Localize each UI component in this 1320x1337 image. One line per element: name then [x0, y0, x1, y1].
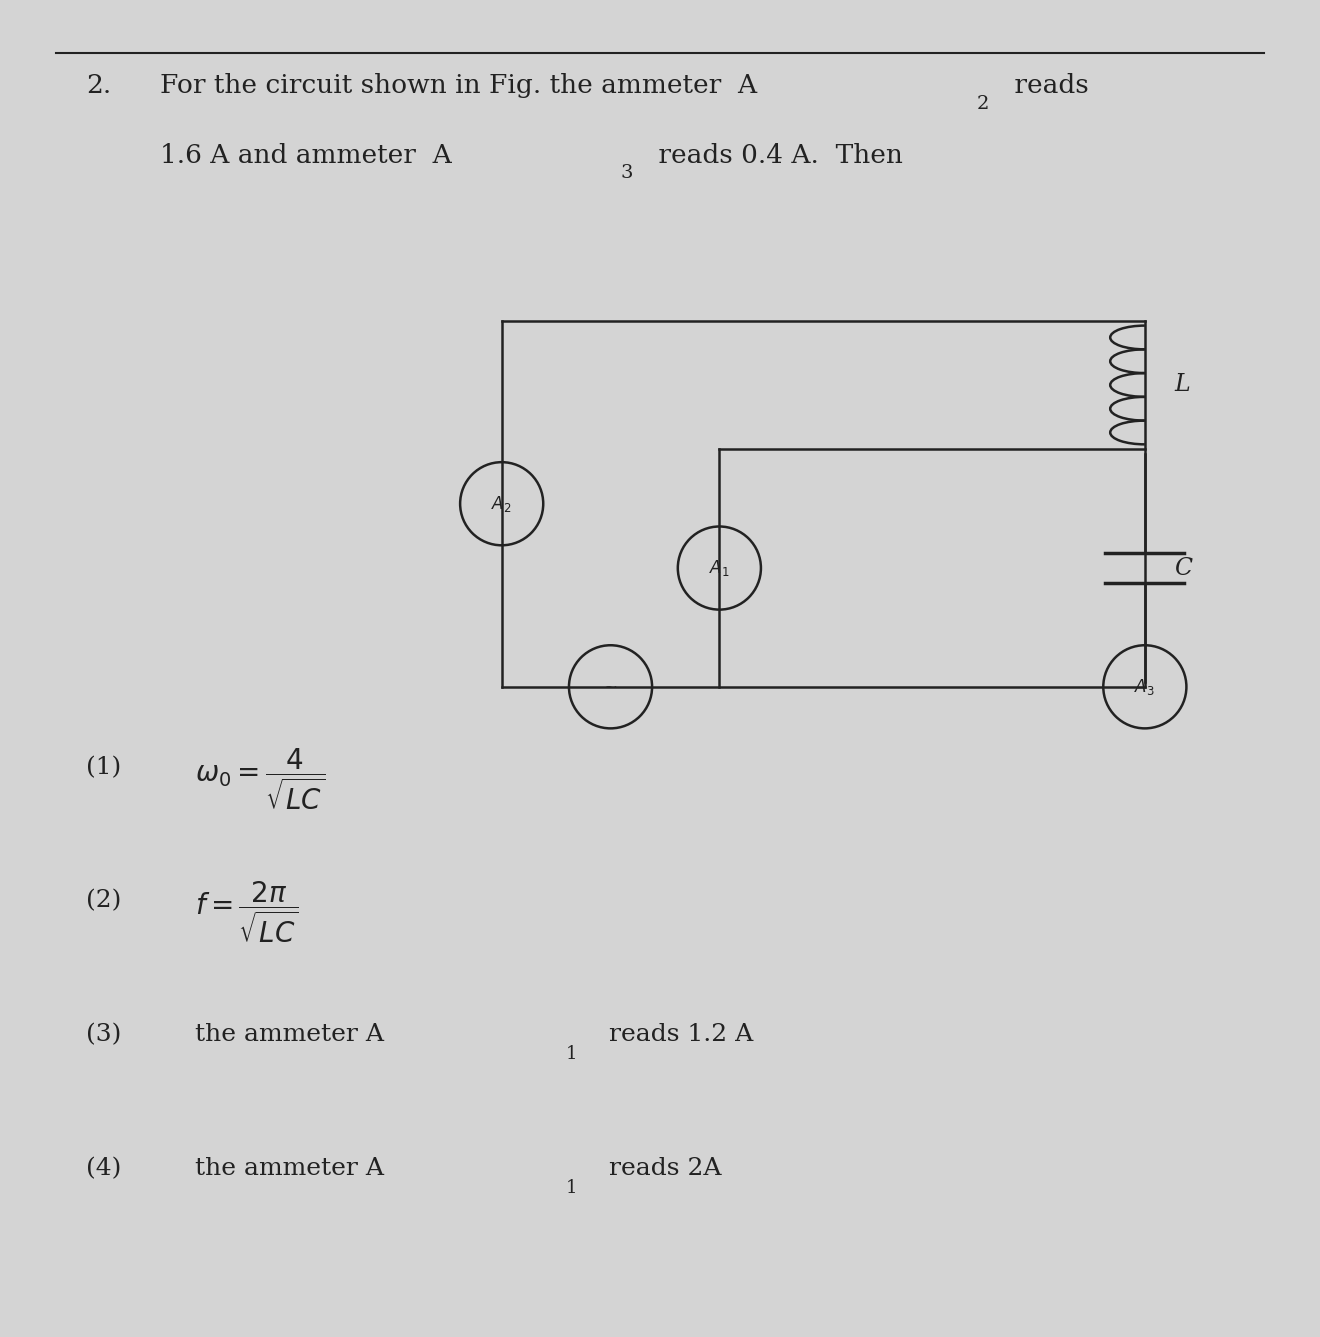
Text: the ammeter A: the ammeter A [195, 1023, 384, 1047]
Text: (1): (1) [86, 757, 121, 779]
Text: (4): (4) [86, 1157, 121, 1179]
Text: $A_2$: $A_2$ [491, 493, 512, 513]
Text: (3): (3) [86, 1023, 121, 1047]
Text: reads 0.4 A.  Then: reads 0.4 A. Then [651, 143, 903, 167]
Text: reads: reads [1006, 74, 1089, 98]
Text: $f = \dfrac{2\pi}{\sqrt{LC}}$: $f = \dfrac{2\pi}{\sqrt{LC}}$ [195, 880, 298, 945]
Text: For the circuit shown in Fig. the ammeter  A: For the circuit shown in Fig. the ammete… [160, 74, 758, 98]
Text: $A_3$: $A_3$ [1134, 677, 1155, 697]
Text: 2: 2 [977, 95, 989, 114]
Text: $\omega_0 = \dfrac{4}{\sqrt{LC}}$: $\omega_0 = \dfrac{4}{\sqrt{LC}}$ [195, 746, 326, 812]
Text: $A_1$: $A_1$ [709, 558, 730, 578]
Text: ~: ~ [603, 678, 618, 695]
Text: 1: 1 [566, 1179, 577, 1197]
Text: 2.: 2. [86, 74, 111, 98]
Text: reads 2A: reads 2A [601, 1157, 721, 1179]
Text: L: L [1175, 373, 1191, 397]
Text: the ammeter A: the ammeter A [195, 1157, 384, 1179]
Text: 1.6 A and ammeter  A: 1.6 A and ammeter A [160, 143, 451, 167]
Text: C: C [1175, 556, 1193, 579]
Text: reads 1.2 A: reads 1.2 A [601, 1023, 752, 1047]
Text: 1: 1 [566, 1046, 577, 1063]
Text: 3: 3 [620, 164, 632, 182]
Text: (2): (2) [86, 889, 121, 913]
